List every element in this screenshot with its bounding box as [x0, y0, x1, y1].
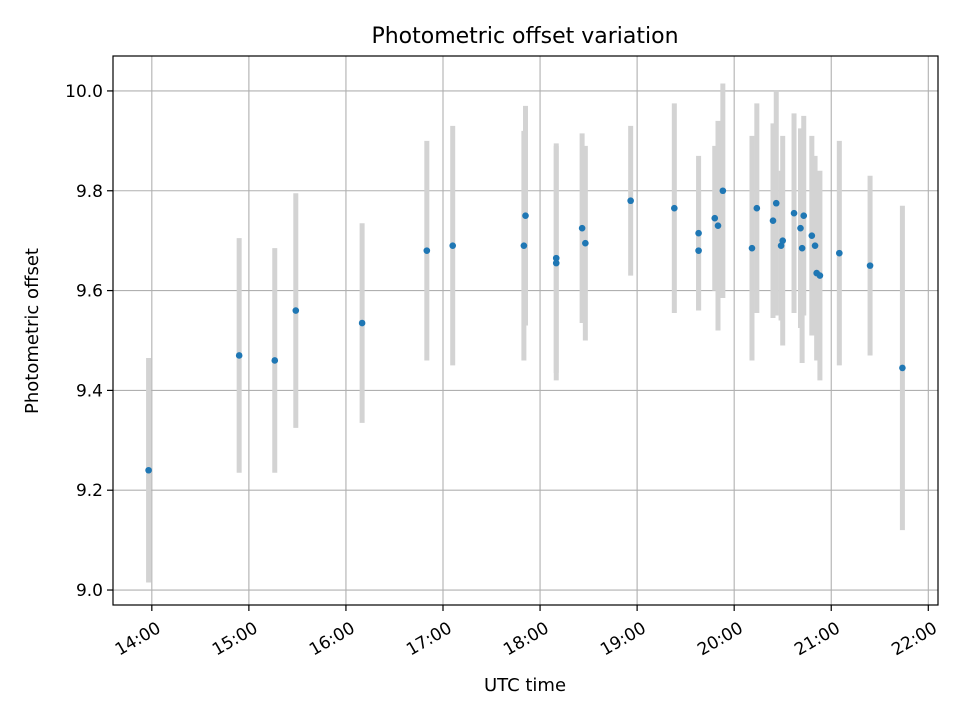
- data-point: [719, 187, 727, 195]
- data-point: [790, 209, 798, 217]
- chart-title: Photometric offset variation: [371, 24, 678, 49]
- data-point: [811, 242, 819, 249]
- data-point: [271, 357, 279, 364]
- x-axis-label: UTC time: [484, 675, 566, 696]
- data-point: [695, 229, 702, 237]
- data-point: [358, 319, 366, 327]
- data-point: [753, 204, 761, 212]
- data-point: [582, 239, 589, 247]
- data-point: [520, 242, 528, 249]
- data-point: [627, 197, 634, 205]
- data-point: [292, 307, 300, 314]
- y-tick-label: 10.0: [65, 82, 103, 102]
- data-point: [866, 262, 874, 269]
- data-point: [798, 244, 806, 252]
- data-point: [836, 249, 843, 257]
- data-point: [145, 466, 152, 474]
- data-point: [235, 352, 243, 359]
- data-point: [800, 212, 808, 220]
- data-point: [748, 244, 756, 252]
- data-point: [714, 222, 722, 229]
- y-tick-label: 9.8: [76, 182, 103, 202]
- data-point: [578, 224, 586, 232]
- data-points: [145, 187, 906, 474]
- data-point: [816, 272, 824, 279]
- data-point: [777, 242, 785, 249]
- data-point: [695, 247, 702, 254]
- data-point: [522, 212, 529, 220]
- data-point: [797, 224, 804, 232]
- data-point: [779, 237, 787, 244]
- y-tick-label: 9.6: [76, 282, 103, 302]
- data-point: [711, 214, 719, 222]
- data-point: [671, 204, 678, 212]
- y-tick-label: 9.2: [76, 481, 103, 501]
- data-point: [899, 364, 906, 372]
- y-tick-label: 9.0: [76, 581, 103, 601]
- data-point: [808, 232, 816, 239]
- data-point: [449, 242, 457, 249]
- data-point: [552, 254, 560, 262]
- data-point: [552, 259, 560, 267]
- y-tick-label: 9.4: [76, 381, 103, 401]
- data-point: [769, 217, 777, 224]
- data-point: [772, 199, 780, 207]
- data-point: [423, 247, 431, 254]
- plot-frame: [112, 55, 939, 606]
- y-axis-label: Photometric offset: [22, 248, 43, 414]
